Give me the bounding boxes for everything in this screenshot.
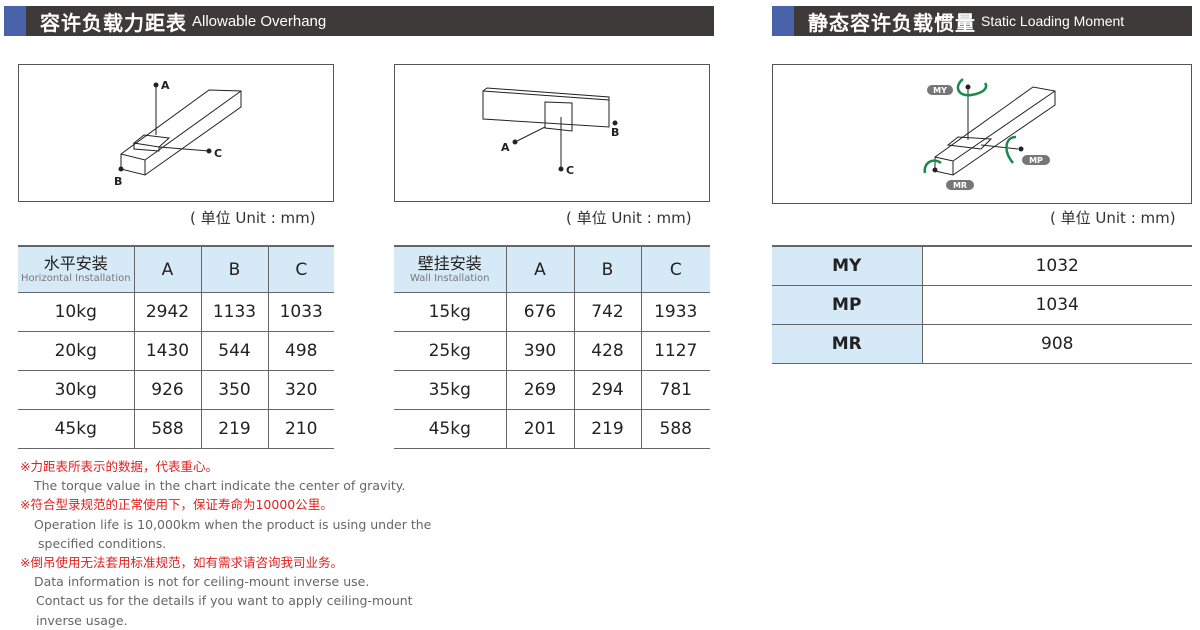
col-c: C — [267, 245, 334, 293]
table-header-row: 壁挂安装 Wall Installation A B C — [394, 245, 710, 293]
header-accent — [4, 6, 26, 36]
note-3-en-cont2: inverse usage. — [36, 612, 128, 628]
value-cell: 219 — [200, 409, 268, 449]
horizontal-table: 水平安装 Horizontal Installation A B C 10kg 29… — [18, 245, 334, 449]
value-cell: 390 — [505, 331, 574, 371]
moment-title-en: Static Loading Moment — [981, 13, 1125, 29]
moment-value: 1032 — [921, 245, 1192, 286]
col-a: A — [133, 245, 201, 293]
col-b: B — [573, 245, 641, 293]
value-cell: 1127 — [640, 331, 710, 371]
value-cell: 498 — [267, 331, 334, 371]
value-cell: 294 — [573, 370, 641, 410]
value-cell: 350 — [200, 370, 268, 410]
label-mp: MP — [1029, 156, 1043, 165]
col-a: A — [505, 245, 574, 293]
note-2-zh: ※符合型录规范的正常使用下，保证寿命为10000公里。 — [20, 497, 333, 513]
table-row: 10kg 2942 1133 1033 — [18, 292, 334, 332]
table-row: MP 1034 — [772, 285, 1192, 325]
table-row: 15kg 676 742 1933 — [394, 292, 710, 332]
note-3-en: Data information is not for ceiling-moun… — [34, 574, 370, 590]
header-zh: 水平安装 — [43, 254, 108, 273]
value-cell: 781 — [640, 370, 710, 410]
value-cell: 201 — [505, 409, 574, 449]
header-en: Wall Installation — [410, 273, 490, 284]
header-en: Horizontal Installation — [20, 273, 131, 284]
value-cell: 2942 — [133, 292, 201, 332]
moment-label: MR — [772, 324, 922, 364]
header-zh: 壁挂安装 — [417, 254, 482, 273]
moment-table: MY 1032 MP 1034 MR 908 — [772, 245, 1192, 364]
value-cell: 588 — [133, 409, 201, 449]
col-b: B — [200, 245, 268, 293]
table-row: 25kg 390 428 1127 — [394, 331, 710, 371]
moment-diagram: MY MP MR — [772, 64, 1192, 204]
moment-value: 908 — [921, 324, 1192, 364]
note-2-en-cont: specified conditions. — [38, 535, 167, 551]
load-cell: 45kg — [394, 409, 506, 449]
moment-label: MP — [772, 285, 922, 325]
value-cell: 269 — [505, 370, 574, 410]
label-b: B — [114, 175, 122, 188]
label-c: C — [214, 147, 222, 160]
overhang-title-en: Allowable Overhang — [192, 12, 327, 30]
table-header-row: 水平安装 Horizontal Installation A B C — [18, 245, 334, 293]
table-row: 30kg 926 350 320 — [18, 370, 334, 410]
value-cell: 320 — [267, 370, 334, 410]
load-cell: 45kg — [18, 409, 134, 449]
moment-label: MY — [772, 245, 922, 286]
label-a: A — [501, 141, 510, 154]
load-cell: 35kg — [394, 370, 506, 410]
label-mr: MR — [953, 181, 967, 190]
notes: ※力距表所表示的数据，代表重心。 The torque value in the… — [20, 457, 431, 630]
moment-title-zh: 静态容许负载惯量 — [808, 10, 976, 35]
header-accent — [772, 6, 794, 36]
wall-diagram: A B C — [394, 64, 710, 202]
label-my: MY — [933, 86, 947, 95]
table-row: MY 1032 — [772, 245, 1192, 286]
note-3-en-cont: Contact us for the details if you want t… — [36, 593, 413, 609]
label-b: B — [611, 126, 619, 139]
load-cell: 10kg — [18, 292, 134, 332]
load-cell: 15kg — [394, 292, 506, 332]
value-cell: 676 — [505, 292, 574, 332]
load-cell: 20kg — [18, 331, 134, 371]
overhang-header: 容许负载力距表 Allowable Overhang — [4, 6, 714, 36]
table-row: 45kg 201 219 588 — [394, 409, 710, 449]
table-row: MR 908 — [772, 324, 1192, 364]
note-1-en: The torque value in the chart indicate t… — [34, 478, 406, 494]
value-cell: 1033 — [267, 292, 334, 332]
table-row: 45kg 588 219 210 — [18, 409, 334, 449]
installation-header: 水平安装 Horizontal Installation — [18, 245, 134, 293]
overhang-title-zh: 容许负载力距表 — [40, 10, 187, 35]
unit-label-3: ( 单位 Unit : mm) — [1050, 209, 1176, 227]
moment-value: 1034 — [921, 285, 1192, 325]
value-cell: 1133 — [200, 292, 268, 332]
unit-label-2: ( 单位 Unit : mm) — [566, 209, 692, 227]
horizontal-diagram: A C B — [18, 64, 334, 202]
moment-header: 静态容许负载惯量 Static Loading Moment — [772, 6, 1192, 36]
installation-header: 壁挂安装 Wall Installation — [394, 245, 506, 293]
note-3-zh: ※倒吊使用无法套用标准规范，如有需求请咨询我司业务。 — [20, 555, 343, 571]
wall-table: 壁挂安装 Wall Installation A B C 15kg 676 742 19… — [394, 245, 710, 449]
value-cell: 428 — [573, 331, 641, 371]
value-cell: 588 — [640, 409, 710, 449]
label-c: C — [566, 164, 574, 177]
note-2-en: Operation life is 10,000km when the prod… — [34, 516, 432, 532]
load-cell: 30kg — [18, 370, 134, 410]
value-cell: 1933 — [640, 292, 710, 332]
value-cell: 1430 — [133, 331, 201, 371]
table-row: 20kg 1430 544 498 — [18, 331, 334, 371]
table-row: 35kg 269 294 781 — [394, 370, 710, 410]
unit-label-1: ( 单位 Unit : mm) — [190, 209, 316, 227]
value-cell: 544 — [200, 331, 268, 371]
col-c: C — [640, 245, 710, 293]
value-cell: 219 — [573, 409, 641, 449]
label-a: A — [161, 79, 170, 92]
note-1-zh: ※力距表所表示的数据，代表重心。 — [20, 459, 218, 474]
value-cell: 742 — [573, 292, 641, 332]
value-cell: 926 — [133, 370, 201, 410]
value-cell: 210 — [267, 409, 334, 449]
load-cell: 25kg — [394, 331, 506, 371]
